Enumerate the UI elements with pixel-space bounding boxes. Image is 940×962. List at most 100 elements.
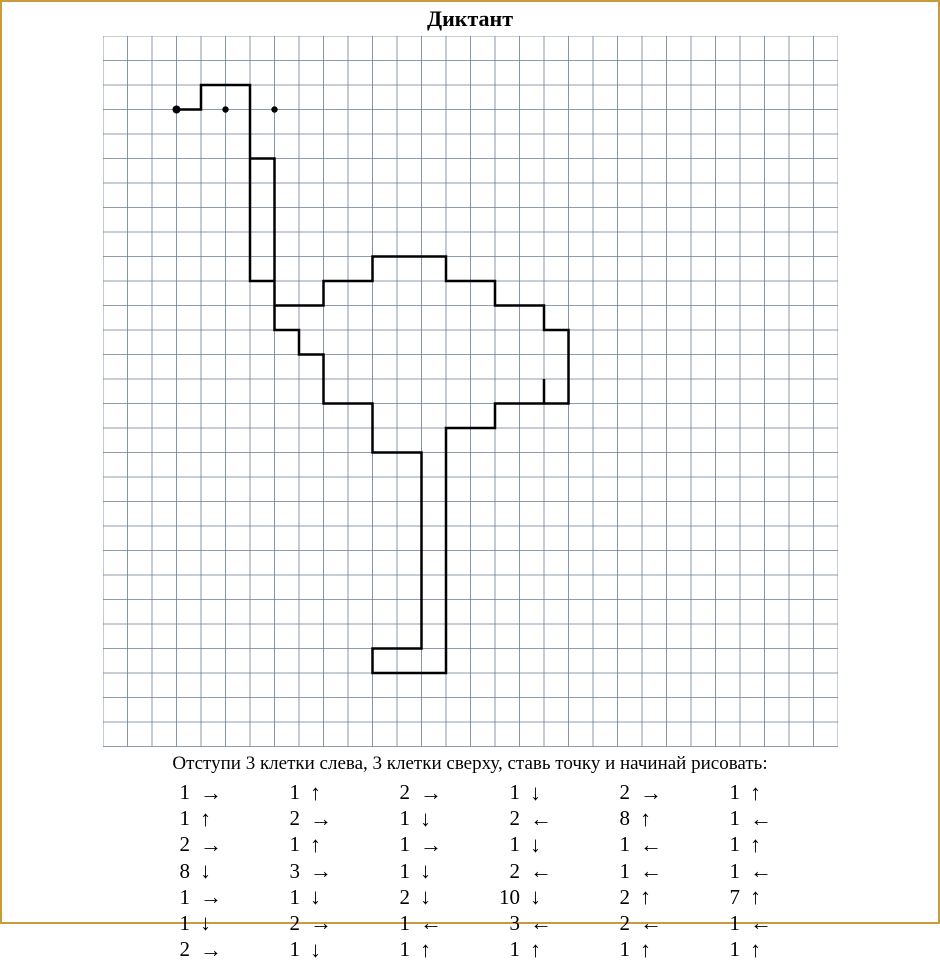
step-item: 2→ [278, 807, 332, 831]
grid-container [2, 36, 938, 747]
step-count: 1 [168, 781, 190, 804]
step-item: 2→ [168, 833, 222, 857]
arrow-down-icon: ↓ [310, 885, 321, 909]
step-count: 1 [388, 860, 410, 883]
arrow-right-icon: → [310, 859, 332, 883]
step-count: 1 [498, 833, 520, 856]
arrow-left-icon: ← [640, 833, 662, 857]
step-item: 1← [608, 833, 662, 857]
step-item: 1← [718, 807, 772, 831]
step-count: 1 [278, 886, 300, 909]
step-count: 2 [388, 781, 410, 804]
step-count: 1 [388, 807, 410, 830]
arrow-right-icon: → [200, 885, 222, 909]
step-item: 1↓ [278, 938, 332, 962]
step-count: 1 [718, 833, 740, 856]
step-count: 8 [168, 860, 190, 883]
step-item: 7↑ [718, 885, 772, 909]
arrow-down-icon: ↓ [420, 859, 431, 883]
step-count: 1 [278, 781, 300, 804]
arrow-down-icon: ↓ [200, 859, 211, 883]
step-column: 1↓2←1↓2←10↓3←1↑ [498, 781, 552, 962]
arrow-down-icon: ↓ [420, 807, 431, 831]
step-item: 1↓ [388, 807, 442, 831]
arrow-left-icon: ← [530, 807, 552, 831]
step-count: 10 [498, 886, 520, 909]
arrow-up-icon: ↑ [310, 833, 321, 857]
arrow-up-icon: ↑ [640, 885, 651, 909]
arrow-right-icon: → [200, 938, 222, 962]
arrow-down-icon: ↓ [530, 833, 541, 857]
step-item: 1↑ [498, 938, 552, 962]
step-count: 2 [608, 886, 630, 909]
arrow-left-icon: ← [750, 807, 772, 831]
arrow-up-icon: ↑ [750, 833, 761, 857]
worksheet-page: Диктант Отступи 3 клетки слева, 3 клетки… [0, 0, 940, 924]
arrow-down-icon: ↓ [530, 885, 541, 909]
step-item: 1↓ [388, 859, 442, 883]
step-column: 1→1↑2→8↓1→1↓2→ [168, 781, 222, 962]
arrow-right-icon: → [420, 833, 442, 857]
step-item: 3→ [278, 859, 332, 883]
instruction-caption: Отступи 3 клетки слева, 3 клетки сверху,… [2, 753, 938, 775]
step-item: 2← [498, 859, 552, 883]
arrow-right-icon: → [310, 807, 332, 831]
step-item: 1↑ [718, 833, 772, 857]
step-column: 2→8↑1←1←2↑2←1↑ [608, 781, 662, 962]
step-count: 1 [278, 938, 300, 961]
step-count: 3 [278, 860, 300, 883]
step-item: 1← [718, 859, 772, 883]
step-item: 1↑ [388, 938, 442, 962]
step-count: 8 [608, 807, 630, 830]
arrow-left-icon: ← [530, 859, 552, 883]
step-count: 2 [498, 807, 520, 830]
step-item: 1↑ [608, 938, 662, 962]
arrow-right-icon: → [200, 833, 222, 857]
step-item: 8↑ [608, 807, 662, 831]
step-count: 2 [278, 807, 300, 830]
step-item: 1↓ [498, 833, 552, 857]
step-item: 1↑ [718, 781, 772, 805]
arrow-up-icon: ↑ [310, 781, 321, 805]
step-column: 1↑1←1↑1←7↑1←1↑ [718, 781, 772, 962]
step-count: 1 [278, 833, 300, 856]
arrow-left-icon: ← [640, 859, 662, 883]
arrow-right-icon: → [640, 781, 662, 805]
step-item: 1↑ [278, 833, 332, 857]
steps-table: 1→1↑2→8↓1→1↓2→1↑2→1↑3→1↓2→1↓2→1↓1→1↓2↓1←… [2, 781, 938, 962]
step-count: 2 [168, 833, 190, 856]
step-count: 1 [718, 781, 740, 804]
step-item: 1↓ [498, 781, 552, 805]
step-item: 1→ [168, 781, 222, 805]
arrow-left-icon: ← [750, 859, 772, 883]
step-item: 2→ [168, 938, 222, 962]
arrow-up-icon: ↑ [750, 885, 761, 909]
step-item: 1→ [388, 833, 442, 857]
step-count: 1 [168, 886, 190, 909]
arrow-up-icon: ↑ [530, 938, 541, 962]
arrow-right-icon: → [200, 781, 222, 805]
arrow-up-icon: ↑ [420, 938, 431, 962]
step-count: 1 [718, 807, 740, 830]
step-item: 2← [498, 807, 552, 831]
step-count: 7 [718, 886, 740, 909]
step-item: 1← [608, 859, 662, 883]
step-count: 2 [168, 938, 190, 961]
arrow-right-icon: → [420, 781, 442, 805]
step-count: 2 [498, 860, 520, 883]
page-title: Диктант [2, 2, 938, 32]
step-item: 1↑ [718, 938, 772, 962]
step-item: 1→ [168, 885, 222, 909]
grid-diagram [103, 36, 838, 747]
step-count: 1 [718, 938, 740, 961]
step-item: 1↑ [168, 807, 222, 831]
step-item: 2→ [608, 781, 662, 805]
arrow-up-icon: ↑ [640, 807, 651, 831]
arrow-down-icon: ↓ [530, 781, 541, 805]
arrow-down-icon: ↓ [420, 885, 431, 909]
arrow-up-icon: ↑ [200, 807, 211, 831]
step-column: 1↑2→1↑3→1↓2→1↓ [278, 781, 332, 962]
arrow-down-icon: ↓ [310, 938, 321, 962]
arrow-up-icon: ↑ [750, 938, 761, 962]
step-count: 1 [168, 807, 190, 830]
